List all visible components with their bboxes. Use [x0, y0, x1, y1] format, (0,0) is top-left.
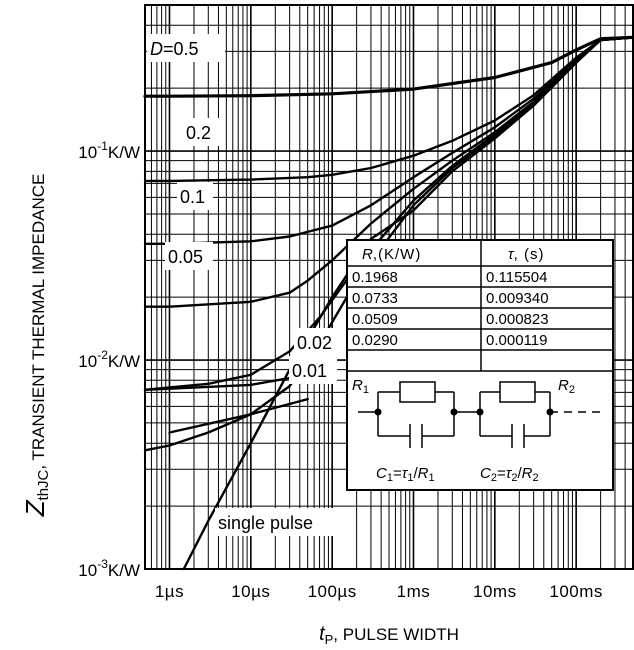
table-cell: 0.0733: [352, 290, 398, 307]
y-axis-symbol: Z: [20, 499, 50, 517]
x-axis-subscript: P: [325, 632, 334, 647]
series-line: [143, 36, 634, 183]
node-dot: [476, 408, 484, 416]
series-line: [182, 36, 634, 571]
curve-label-bg: [165, 242, 213, 270]
series-line: [143, 373, 309, 391]
series-line: [168, 397, 309, 434]
table-cell: 0.115504: [486, 269, 547, 286]
curve-label: 0.01: [292, 361, 327, 381]
curve-label-bg: [294, 328, 342, 356]
table-cell: 0.009340: [486, 290, 549, 307]
c2-formula: C2=τ2/R2: [480, 465, 539, 484]
node-dot: [450, 408, 458, 416]
node-dot: [546, 408, 554, 416]
curve-label: 0.05: [168, 247, 203, 267]
curve-label: single pulse: [218, 513, 313, 533]
x-tick-labels: 1µs 10µs 100µs 1ms 10ms 100ms: [155, 582, 603, 601]
curve-label-bg: [147, 34, 225, 62]
rc-network-schematic: [358, 381, 606, 448]
r2-label: R2: [558, 377, 575, 396]
x-tick-label: 100ms: [549, 582, 603, 601]
curve-label: 0.2: [186, 123, 211, 143]
x-tick-label: 10µs: [231, 582, 270, 601]
x-tick-label: 100µs: [308, 582, 357, 601]
curve-label: 0.02: [297, 333, 332, 353]
y-axis-subscript: thJC: [35, 469, 52, 500]
node-dot: [374, 408, 382, 416]
c1-formula: C1=τ1/R1: [376, 465, 435, 484]
x-tick-label: 1µs: [155, 582, 184, 601]
y-tick-labels: 10-1K/W 10-2K/W 10-3K/W: [78, 139, 140, 580]
curve-label: 0.1: [180, 187, 205, 207]
plot-frame: [144, 4, 634, 570]
curve-label-bg: [183, 118, 219, 146]
table-header-r: R,(K/W): [362, 246, 421, 263]
curve-label: D=0.5: [150, 39, 199, 59]
x-tick-label: 1ms: [397, 582, 431, 601]
x-axis-text: , PULSE WIDTH: [333, 625, 459, 644]
table-cell: 0.0509: [352, 311, 398, 328]
table-cell: 0.0290: [352, 332, 398, 349]
y-axis-text: , TRANSIENT THERMAL IMPEDANCE: [29, 174, 48, 470]
y-tick-label: 10-2K/W: [78, 348, 140, 371]
table-cell: 0.000823: [486, 311, 549, 328]
r1-label: R1: [352, 377, 369, 396]
curve-label-bg: [289, 356, 337, 384]
table-cell: 0.1968: [352, 269, 398, 286]
thermal-parameter-table: R,(K/W) τ, (s) 0.1968 0.115504 0.0733 0.…: [346, 239, 614, 491]
x-axis-symbol: t: [319, 623, 326, 645]
y-tick-label: 10-1K/W: [78, 139, 140, 162]
x-axis-label: tP, PULSE WIDTH: [319, 623, 459, 647]
curve-label-bg: [215, 508, 353, 536]
series-line: [143, 35, 634, 98]
x-tick-label: 10ms: [473, 582, 517, 601]
y-tick-label: 10-3K/W: [78, 557, 140, 580]
table-header-tau: τ, (s): [508, 246, 544, 263]
curve-label-bg: [177, 182, 213, 210]
table-cell: 0.000119: [486, 332, 547, 349]
curves: [143, 35, 634, 571]
curve-labels: D=0.5 0.2 0.1 0.05 0.02 0.01 single pulse: [147, 34, 353, 536]
y-axis-label: ZthJC, TRANSIENT THERMAL IMPEDANCE: [20, 174, 52, 518]
